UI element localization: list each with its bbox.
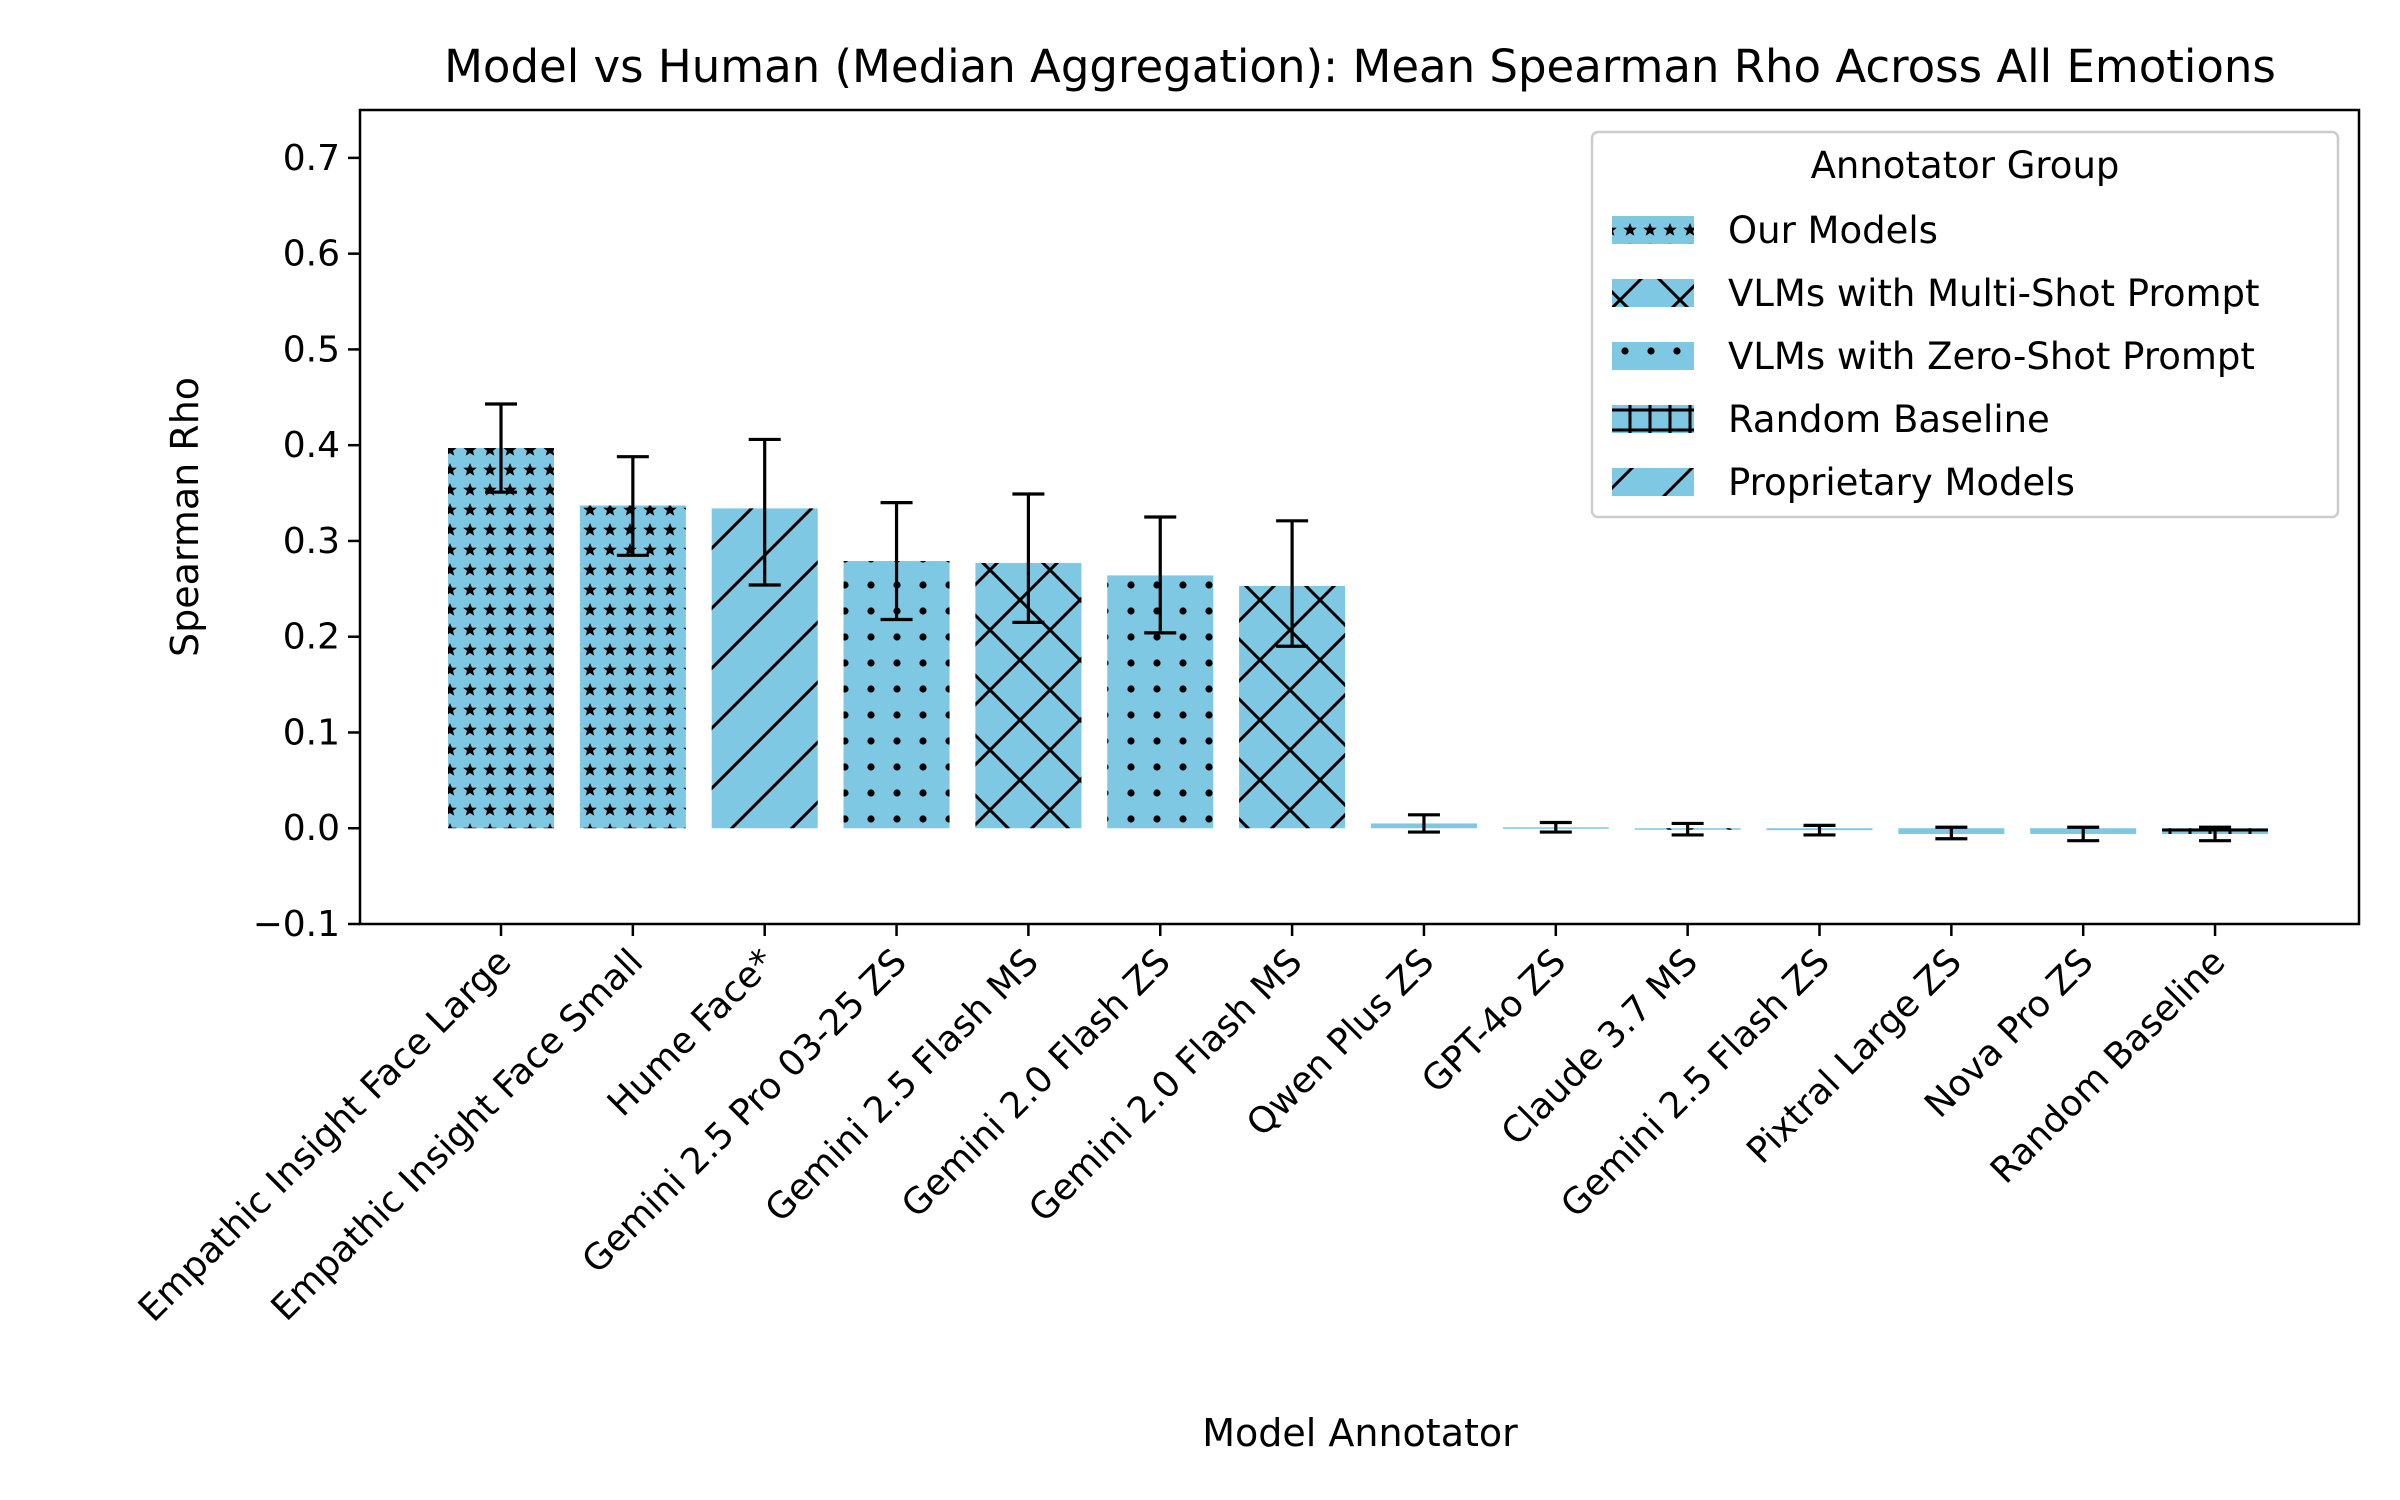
error-bar-random-baseline <box>2199 825 2232 843</box>
legend-entry-random-baseline: Random Baseline <box>1612 398 2050 441</box>
x-tick-label: Gemini 2.5 Flash MS <box>758 941 1047 1230</box>
error-bar-gemini-2-5-flash-zs <box>1803 823 1836 837</box>
errorbars-layer <box>485 402 2232 843</box>
legend-frame <box>1590 130 2340 519</box>
bar-hatch <box>579 505 686 829</box>
bar-empathic-insight-face-small <box>579 505 686 829</box>
legend-label: Proprietary Models <box>1728 461 2075 504</box>
y-tick-label: 0.1 <box>283 712 340 753</box>
legend: Annotator Group Our Models VLMs with Mult… <box>1590 130 2340 519</box>
bar-hatch <box>448 448 554 829</box>
error-bar-claude-3-7-ms <box>1671 821 1704 837</box>
error-bar-gemini-2-0-flash-ms <box>1276 519 1309 648</box>
error-bar-pixtral-large-zs <box>1935 825 1968 841</box>
error-bar-empathic-insight-face-large <box>485 402 517 494</box>
error-bar-gemini-2-5-pro-03-25-zs <box>880 501 913 622</box>
error-bar-qwen-plus-zs <box>1407 813 1440 834</box>
legend-swatch-hatch <box>1612 279 1694 307</box>
x-tick-label: Gemini 2.0 Flash MS <box>1021 941 1310 1230</box>
error-bar-empathic-insight-face-small <box>616 455 649 557</box>
x-tick-label: Gemini 2.5 Flash ZS <box>1553 941 1838 1226</box>
bar-gemini-2-5-flash-ms <box>975 562 1082 829</box>
error-bar-gpt-4o-zs <box>1539 820 1572 834</box>
legend-swatch-hatch <box>1612 342 1694 370</box>
legend-entry-vlms-with-zero-shot-prompt: VLMs with Zero-Shot Prompt <box>1612 335 2255 378</box>
legend-label: VLMs with Multi-Shot Prompt <box>1728 272 2260 315</box>
legend-label: VLMs with Zero-Shot Prompt <box>1728 335 2255 378</box>
plot-area-frame <box>358 108 2361 926</box>
error-bar-gemini-2-0-flash-zs <box>1144 515 1177 635</box>
y-axis-label: Spearman Rho <box>163 377 207 657</box>
y-tick-label: 0.6 <box>283 234 340 275</box>
y-tick-label: 0.3 <box>283 521 340 562</box>
y-tick-label: 0.5 <box>283 329 340 370</box>
legend-entry-proprietary-models: Proprietary Models <box>1612 461 2075 504</box>
error-bar-gemini-2-5-flash-ms <box>1012 492 1045 624</box>
legend-swatch-hatch <box>1612 405 1694 433</box>
y-axis: −0.1 0.0 0.1 0.2 0.3 0.4 0.5 0.6 0.7 <box>253 138 360 945</box>
legend-entries: Our Models VLMs with Multi-Shot Prompt VLM… <box>1612 209 2260 504</box>
y-tick-label: 0.2 <box>283 617 340 658</box>
y-tick-label: 0.7 <box>283 138 340 179</box>
x-axis-label: Model Annotator <box>1202 1411 1518 1455</box>
bars-layer <box>448 448 2269 834</box>
bar-gemini-2-5-pro-03-25-zs <box>843 561 950 829</box>
legend-entry-vlms-with-multi-shot-prompt: VLMs with Multi-Shot Prompt <box>1612 272 2260 315</box>
error-bar-nova-pro-zs <box>2067 825 2100 843</box>
legend-label: Random Baseline <box>1728 398 2050 441</box>
legend-entry-our-models: Our Models <box>1612 209 1938 252</box>
bar-gemini-2-0-flash-zs <box>1107 575 1214 829</box>
y-tick-label: −0.1 <box>253 904 340 945</box>
chart-title: Model vs Human (Median Aggregation): Mea… <box>444 40 2276 93</box>
y-tick-label: 0.0 <box>283 808 340 849</box>
bar-empathic-insight-face-large <box>448 448 554 829</box>
x-tick-label: Random Baseline <box>1983 941 2233 1191</box>
legend-label: Our Models <box>1728 209 1938 252</box>
y-tick-label: 0.4 <box>283 425 340 466</box>
legend-swatch-hatch <box>1612 468 1694 496</box>
error-bar-hume-face <box>748 437 781 587</box>
legend-title: Annotator Group <box>1811 144 2120 187</box>
legend-swatch-hatch <box>1612 216 1694 244</box>
x-tick-label: Gemini 2.0 Flash ZS <box>894 941 1179 1226</box>
